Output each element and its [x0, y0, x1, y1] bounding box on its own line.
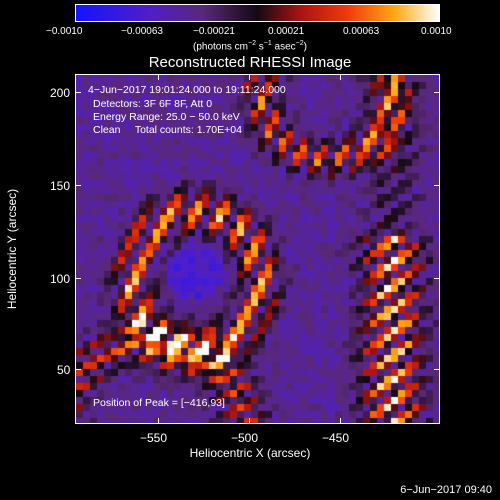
colorbar-tick: 0.00021 [268, 26, 305, 37]
detectors-label: Detectors: 3F 6F 8F, Att 0 [93, 98, 213, 110]
y-tick-mark [75, 278, 81, 279]
x-tick-label: −550 [140, 431, 168, 445]
x-tick-mark [158, 418, 159, 424]
image-plot-area [75, 74, 440, 424]
y-tick-mark [75, 185, 81, 186]
peak-position-label: Position of Peak = [−416,93] [93, 397, 225, 409]
x-tick-mark [340, 74, 341, 80]
colorbar-tick: −0.0010 [46, 26, 83, 37]
y-tick-mark [434, 185, 440, 186]
x-tick-label: −450 [322, 431, 350, 445]
y-tick-mark [75, 92, 81, 93]
y-tick-label: 150 [50, 179, 71, 193]
y-tick-mark [434, 278, 440, 279]
colorbar-tick: 0.0010 [421, 26, 452, 37]
colorbar-tick: −0.00021 [193, 26, 235, 37]
colorbar-units: (photons cm−2 s−1 asec−2) [192, 40, 307, 53]
plot-datestamp: 6−Jun−2017 09:40 [400, 484, 492, 496]
x-tick-mark [158, 74, 159, 80]
y-tick-mark [434, 92, 440, 93]
y-tick-label: 100 [50, 272, 71, 286]
clean-counts-label: Clean Total counts: 1.70E+04 [93, 124, 242, 136]
colorbar-tick: −0.00063 [121, 26, 163, 37]
colorbar [75, 4, 440, 22]
y-tick-mark [434, 369, 440, 370]
colorbar-gradient [76, 5, 439, 21]
y-tick-label: 200 [50, 86, 71, 100]
energy-range-label: Energy Range: 25.0 − 50.0 keV [93, 111, 240, 123]
x-tick-mark [340, 418, 341, 424]
time-range-label: 4−Jun−2017 19:01:24.000 to 19:11:24.000 [88, 84, 286, 96]
x-tick-label: −500 [231, 431, 259, 445]
y-tick-label: 50 [57, 363, 71, 377]
y-axis-label: Heliocentric Y (arcsec) [5, 188, 19, 310]
rhessi-image [76, 75, 439, 423]
x-tick-mark [249, 418, 250, 424]
x-axis-label: Heliocentric X (arcsec) [189, 446, 311, 460]
colorbar-tick: 0.00063 [343, 26, 380, 37]
image-title: Reconstructed RHESSI Image [148, 54, 352, 71]
y-tick-mark [75, 369, 81, 370]
x-tick-mark [249, 74, 250, 80]
